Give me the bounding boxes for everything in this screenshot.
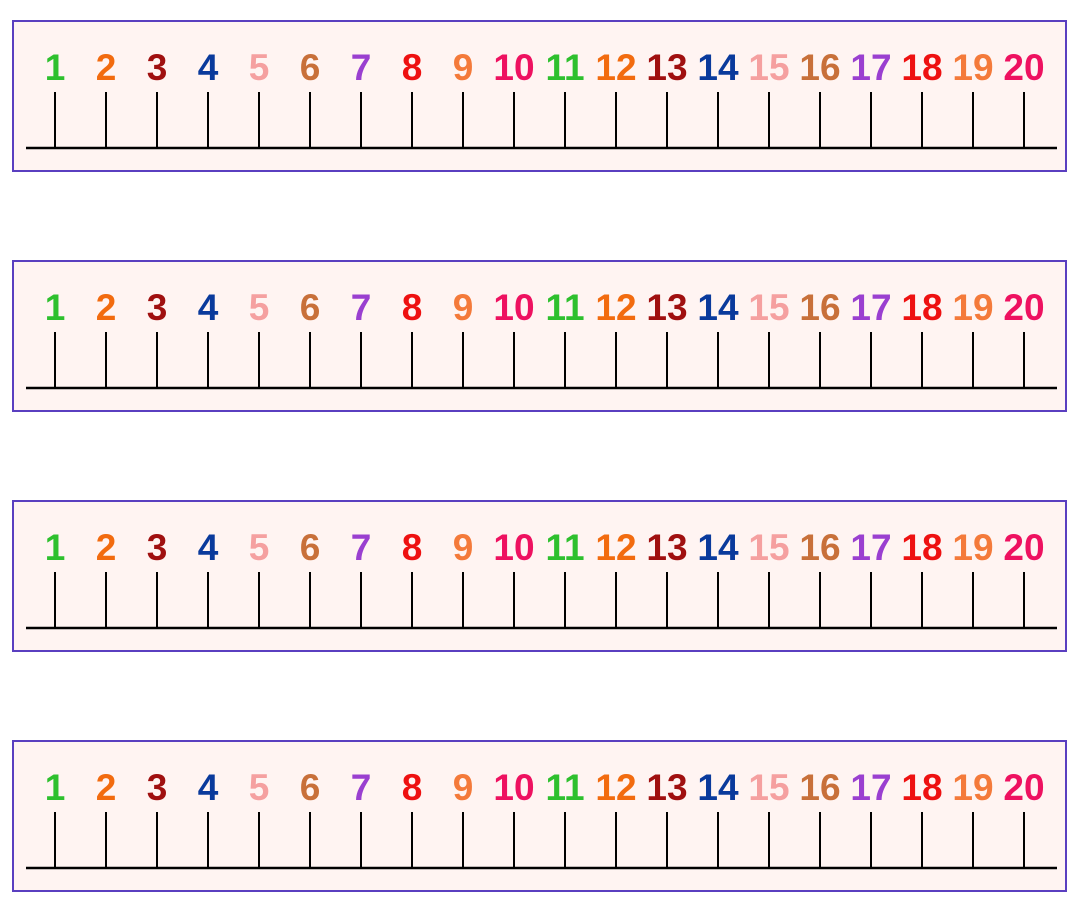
- number-label-17: 17: [850, 47, 891, 88]
- number-label-16: 16: [799, 287, 840, 328]
- number-label-4: 4: [198, 287, 219, 328]
- number-label-14: 14: [697, 47, 739, 88]
- number-label-11: 11: [545, 767, 584, 808]
- number-label-5: 5: [249, 287, 270, 328]
- number-label-6: 6: [300, 287, 321, 328]
- number-line-2: 1 2 3 4 5 6 7 8 9 10 11 12 13 14 15 16 17 18 19 20: [26, 287, 1057, 390]
- number-label-4: 4: [198, 767, 219, 808]
- number-label-19: 19: [952, 287, 993, 328]
- number-label-20: 20: [1003, 47, 1044, 88]
- number-label-11: 11: [545, 47, 584, 88]
- number-label-15: 15: [748, 527, 789, 568]
- number-label-5: 5: [249, 47, 270, 88]
- number-label-2: 2: [96, 287, 117, 328]
- number-label-2: 2: [96, 767, 117, 808]
- number-label-20: 20: [1003, 767, 1044, 808]
- number-label-17: 17: [850, 527, 891, 568]
- number-label-16: 16: [799, 47, 840, 88]
- number-label-6: 6: [300, 47, 321, 88]
- number-line-strip-2: 1 2 3 4 5 6 7 8 9 10 11 12 13 14 15 16 17 18 19 20: [12, 260, 1067, 412]
- number-label-17: 17: [850, 767, 891, 808]
- number-label-16: 16: [799, 767, 840, 808]
- number-line-1: 1 2 3 4 5 6 7 8 9 10 11 12 13 14 15 16 17 18 19 20: [26, 47, 1057, 150]
- number-label-9: 9: [453, 767, 474, 808]
- number-label-4: 4: [198, 47, 219, 88]
- number-label-20: 20: [1003, 287, 1044, 328]
- number-label-18: 18: [901, 767, 942, 808]
- number-label-19: 19: [952, 527, 993, 568]
- number-label-7: 7: [351, 527, 372, 568]
- number-label-13: 13: [646, 47, 687, 88]
- number-label-15: 15: [748, 47, 789, 88]
- number-label-2: 2: [96, 47, 117, 88]
- number-label-14: 14: [697, 767, 739, 808]
- number-label-13: 13: [646, 287, 687, 328]
- number-label-13: 13: [646, 527, 687, 568]
- number-label-18: 18: [901, 47, 942, 88]
- number-label-3: 3: [147, 767, 168, 808]
- number-label-14: 14: [697, 527, 739, 568]
- number-label-4: 4: [198, 527, 219, 568]
- number-line-4: 1 2 3 4 5 6 7 8 9 10 11 12 13 14 15 16 17 18 19 20: [26, 767, 1057, 870]
- number-label-10: 10: [493, 527, 534, 568]
- number-label-10: 10: [493, 47, 534, 88]
- number-label-11: 11: [545, 527, 584, 568]
- number-label-3: 3: [147, 527, 168, 568]
- number-label-7: 7: [351, 767, 372, 808]
- number-line-strip-3: 1 2 3 4 5 6 7 8 9 10 11 12 13 14 15 16 17 18 19 20: [12, 500, 1067, 652]
- number-line-3: 1 2 3 4 5 6 7 8 9 10 11 12 13 14 15 16 17 18 19 20: [26, 527, 1057, 630]
- number-label-1: 1: [45, 527, 66, 568]
- number-label-1: 1: [45, 767, 66, 808]
- number-label-18: 18: [901, 287, 942, 328]
- number-label-8: 8: [402, 47, 423, 88]
- number-label-15: 15: [748, 767, 789, 808]
- number-label-12: 12: [595, 47, 636, 88]
- number-label-5: 5: [249, 767, 270, 808]
- number-label-2: 2: [96, 527, 117, 568]
- number-label-8: 8: [402, 527, 423, 568]
- number-label-8: 8: [402, 287, 423, 328]
- number-line-strip-1: 1 2 3 4 5 6 7 8 9 10 11 12 13 14 15 16 17 18 19 20: [12, 20, 1067, 172]
- number-label-14: 14: [697, 287, 739, 328]
- number-label-9: 9: [453, 527, 474, 568]
- number-label-12: 12: [595, 527, 636, 568]
- number-label-19: 19: [952, 767, 993, 808]
- number-label-3: 3: [147, 287, 168, 328]
- number-label-16: 16: [799, 527, 840, 568]
- number-label-1: 1: [45, 47, 66, 88]
- number-label-18: 18: [901, 527, 942, 568]
- number-label-6: 6: [300, 527, 321, 568]
- number-label-7: 7: [351, 287, 372, 328]
- number-label-12: 12: [595, 287, 636, 328]
- number-label-5: 5: [249, 527, 270, 568]
- number-label-9: 9: [453, 287, 474, 328]
- number-label-1: 1: [45, 287, 66, 328]
- number-label-10: 10: [493, 767, 534, 808]
- number-label-15: 15: [748, 287, 789, 328]
- number-line-strip-4: 1 2 3 4 5 6 7 8 9 10 11 12 13 14 15 16 17 18 19 20: [12, 740, 1067, 892]
- number-label-7: 7: [351, 47, 372, 88]
- number-label-12: 12: [595, 767, 636, 808]
- number-label-11: 11: [545, 287, 584, 328]
- number-label-19: 19: [952, 47, 993, 88]
- number-label-8: 8: [402, 767, 423, 808]
- number-label-6: 6: [300, 767, 321, 808]
- number-label-10: 10: [493, 287, 534, 328]
- number-label-3: 3: [147, 47, 168, 88]
- number-label-13: 13: [646, 767, 687, 808]
- number-label-17: 17: [850, 287, 891, 328]
- number-label-9: 9: [453, 47, 474, 88]
- number-label-20: 20: [1003, 527, 1044, 568]
